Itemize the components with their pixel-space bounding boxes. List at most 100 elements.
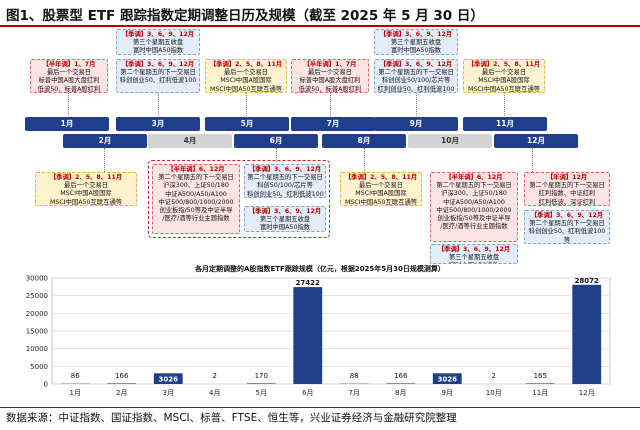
connector	[330, 93, 331, 116]
box-line: MSCI中国A股国际	[60, 190, 112, 198]
box-line: 最后一个交易日	[63, 182, 109, 190]
month-jul: 7月	[291, 117, 375, 131]
box-jun-a50: 【季调】3、6、9、12月 第三个星期五收盘 富时中国A50指数	[244, 206, 326, 232]
box-line: 最后一个交易日	[46, 69, 92, 77]
box-may-quarterly: 【季调】2、5、8、11月 最后一个交易日 MSCI中国A股国际 MSCI中国A50互…	[205, 59, 287, 93]
box-line: MSCI中国A股国际	[478, 77, 530, 85]
box-line: 第二个星期五的下一交易日	[158, 174, 234, 182]
connector	[246, 93, 247, 116]
box-line: 标普中国A股大盘红利	[38, 77, 100, 85]
box-heading: 【年调】12月	[546, 174, 588, 181]
box-line: MSCI中国A50互联互通等	[209, 85, 283, 93]
x-tick-label: 6月	[302, 389, 313, 397]
box-dec-halfyear: 【半年调】6、12月 第二个星期五的下一交易日 沪深300、上证50/180 中证A5…	[430, 172, 518, 242]
x-tick-label: 4月	[209, 389, 220, 397]
box-sep-a50: 【季调】3、6、9、12月 第三个星期五收盘 富时中国A50指数	[374, 29, 458, 55]
box-line: 富时中国A50指数	[433, 262, 515, 263]
box-line: 科创创业50、红利低波100	[528, 228, 606, 236]
data-label: 2	[213, 372, 217, 380]
connector	[416, 93, 417, 116]
y-tick-label: 0	[44, 381, 48, 389]
box-line: 创业板指/50等及中证半导	[437, 215, 511, 223]
box-line: MSCI中国A50互联互通等	[344, 198, 418, 206]
data-label: 166	[394, 372, 408, 380]
box-line: 低波50、标普A股红利	[298, 85, 362, 93]
x-tick-label: 7月	[349, 389, 360, 397]
data-label: 170	[255, 372, 268, 380]
box-line: MSCI中国A50互联互通等	[467, 85, 541, 93]
box-line: 最后一个交易日	[358, 182, 404, 190]
june-highlight-frame	[148, 160, 330, 238]
box-jan-halfyear: 【半年调】1、7月 最后一个交易日 标普中国A股大盘红利 低波50、标普A股红利	[30, 59, 108, 93]
data-label: 2	[492, 372, 496, 380]
box-line: 科创创业50、红利低波100	[247, 190, 324, 198]
box-mar-a50: 【季调】3、6、9、12月 第三个星期五收盘 富时中国A50指数	[116, 29, 200, 55]
y-tick-label: 15000	[26, 328, 48, 336]
box-line: 标普中国A股大盘红利	[299, 77, 361, 85]
box-line: 红利低波、深证红利	[538, 198, 596, 206]
month-aug: 8月	[322, 134, 406, 148]
data-label: 88	[350, 372, 359, 380]
x-tick-label: 2月	[116, 389, 127, 397]
chart-title: 各月定期调整的A股指数ETF跟踪规模（亿元，根据2025年5月30日规模测算）	[195, 265, 445, 273]
bar-chart: 0 5000 10000 15000 20000 25000 30000 86 1月 166 2月 3…	[0, 272, 640, 406]
box-heading: 【季调】3、6、9、12月	[121, 61, 195, 68]
y-tick-label: 30000	[26, 275, 48, 283]
box-mar-quarterly: 【季调】3、6、9、12月 第二个星期五的下一交易日 科创创业50、红利低波100	[116, 59, 200, 93]
source-note: 数据来源：中证指数、国证指数、MSCI、标普、FTSE、恒生等，兴业证券经济与金…	[6, 412, 457, 424]
x-tick-label: 5月	[256, 389, 267, 397]
box-line: 创业板指/50等及中证半导	[159, 207, 233, 215]
box-line: MSCI中国A50互联互通等	[49, 198, 123, 206]
box-line: MSCI中国A股国际	[355, 190, 407, 198]
box-heading: 【季调】2、5、8、11月	[209, 61, 283, 68]
data-label: 3026	[438, 375, 458, 383]
x-tick-label: 11月	[532, 389, 548, 397]
box-line: 富时中国A50指数	[259, 224, 311, 232]
box-line: MSCI中国A股国际	[220, 77, 272, 85]
month-jan: 1月	[25, 117, 109, 131]
box-heading: 【季调】3、6、9、12月	[248, 166, 322, 173]
box-line: 红利创业50、红利低波100	[377, 85, 455, 93]
box-line: 第三个星期五收盘	[448, 254, 500, 262]
box-line: 科创创业50/100/芯片等	[381, 77, 451, 85]
x-tick-label: 8月	[395, 389, 406, 397]
x-tick-label: 12月	[579, 389, 595, 397]
box-dec-quarterly: 【季调】3、6、9、12月 第二个星期五的下一交易日 科创创业50、红利低波100 等	[524, 210, 610, 244]
box-sep-quarterly: 【季调】3、6、9、12月 第二个星期五的下一交易日 科创创业50/100/芯片等红…	[374, 59, 458, 93]
box-line: 中证A500/A50/A100	[443, 198, 505, 206]
y-tick-label: 10000	[26, 345, 48, 353]
box-heading: 【季调】3、6、9、12月	[379, 61, 453, 68]
connector	[68, 93, 69, 116]
box-heading: 【季调】2、5、8、11月	[344, 174, 418, 181]
box-nov-quarterly: 【季调】2、5、8、11月 最后一个交易日 MSCI中国A股国际 MSCI中国A50互…	[463, 59, 545, 93]
y-tick-label: 25000	[26, 292, 48, 300]
box-line: 第二个星期五的下一交易日	[529, 220, 605, 228]
connector	[364, 148, 365, 172]
connector	[532, 148, 533, 172]
title-divider	[0, 25, 640, 27]
month-oct: 10月	[408, 134, 492, 148]
box-line: 最后一个交易日	[307, 69, 353, 77]
month-jun: 6月	[234, 134, 318, 148]
box-line: 第二个星期五的下一交易日	[529, 182, 605, 190]
chart-svg: 0 5000 10000 15000 20000 25000 30000 86 1月 166 2月 3…	[26, 275, 611, 397]
bar	[293, 287, 323, 384]
box-line: 科创50/100/芯片等	[257, 182, 313, 190]
figure-title: 图1、股票型 ETF 跟踪指数定期调整日历及规模（截至 2025 年 5 月 3…	[6, 8, 484, 24]
box-line: 最后一个交易日	[223, 69, 269, 77]
box-line: 等	[563, 236, 571, 244]
month-apr: 4月	[148, 134, 232, 148]
x-tick-label: 1月	[70, 389, 81, 397]
box-line: 第三个星期五收盘	[259, 216, 311, 224]
box-heading: 【半年调】1、7月	[42, 61, 96, 68]
box-line: 红利指数、中证红利	[538, 190, 596, 198]
bar	[107, 383, 137, 384]
box-heading: 【季调】3、6、9、12月	[121, 31, 195, 38]
box-aug-quarterly: 【季调】2、5、8、11月 最后一个交易日 MSCI中国A股国际 MSCI中国A50互…	[340, 172, 422, 206]
box-line: 富时中国A50指数	[390, 47, 442, 55]
connector	[504, 93, 505, 116]
box-line: 沪深300、上证50/180	[163, 182, 229, 190]
box-jun-quarterly: 【季调】3、6、9、12月 第二个星期五的下一交易日 科创50/100/芯片等 科创创…	[244, 164, 326, 198]
month-may: 5月	[205, 117, 289, 131]
month-feb: 2月	[63, 134, 147, 148]
